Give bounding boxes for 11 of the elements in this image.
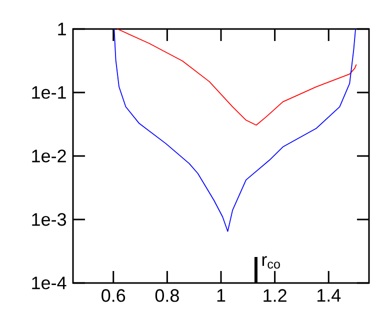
x-tick-label: 1 [217, 289, 226, 302]
x-tick-label: 1.2 [264, 289, 286, 302]
y-tick-label: 1e-1 [32, 86, 66, 99]
y-tick-label: 1e-2 [32, 150, 66, 162]
ref-line-label: r$_{co}$ [262, 256, 280, 269]
x-tick-label: 0.8 [155, 289, 179, 302]
x-tick-label: 1.4 [317, 289, 341, 302]
y-tick-label: 1e-3 [32, 213, 66, 226]
x-tick-label: 0.6 [102, 289, 126, 302]
y-tick-label: 1e-4 [32, 276, 66, 290]
y-tick-label: 1 [58, 22, 66, 36]
